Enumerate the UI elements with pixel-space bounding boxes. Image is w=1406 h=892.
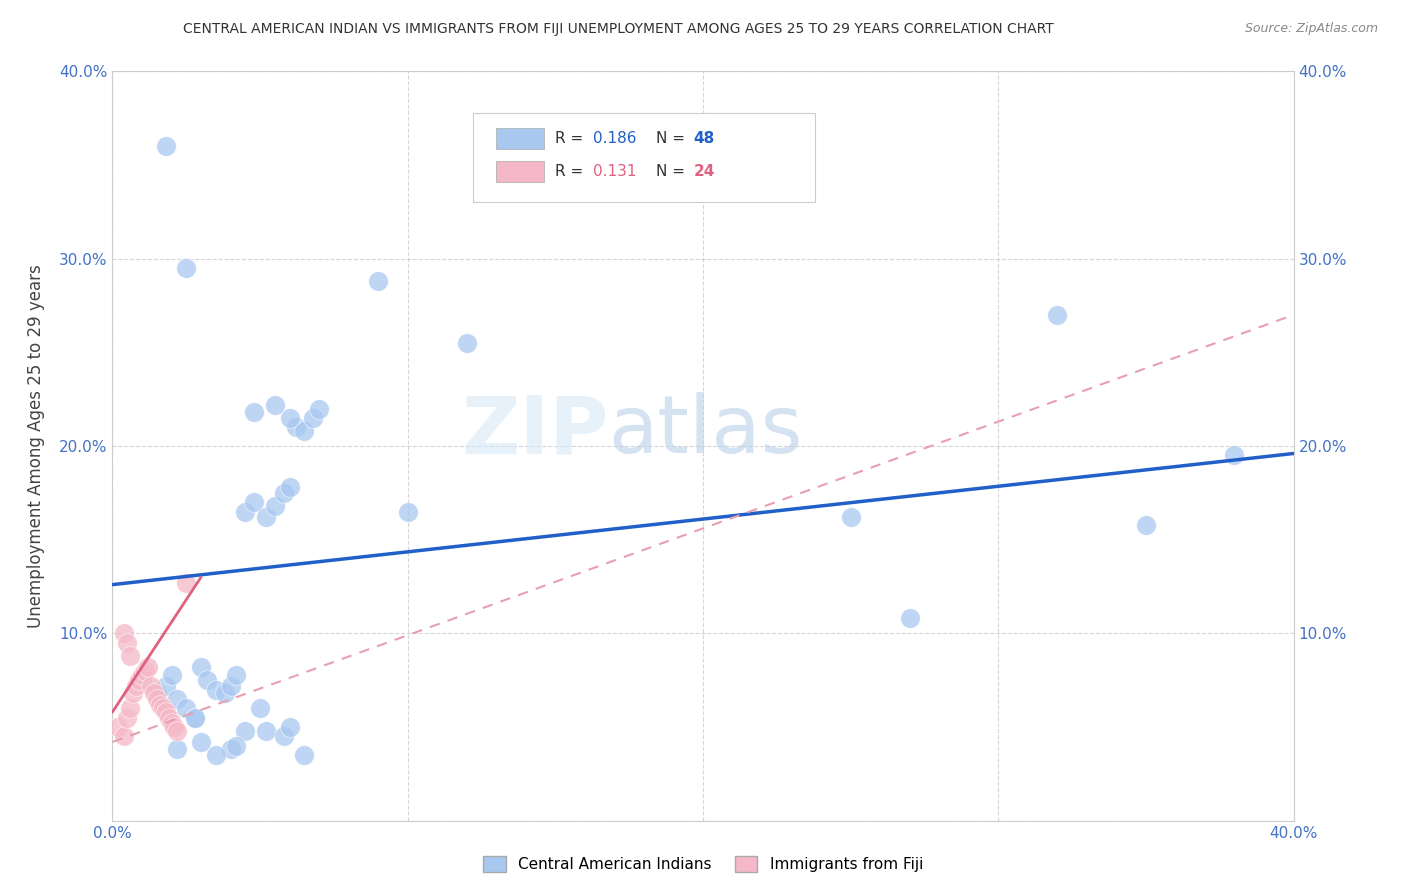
Point	[1046, 308, 1069, 322]
Point	[898, 611, 921, 625]
Point	[166, 742, 188, 756]
Point	[174, 261, 197, 276]
Point	[117, 710, 138, 724]
Point	[146, 692, 169, 706]
Point	[308, 401, 330, 416]
Point	[184, 710, 207, 724]
Point	[155, 679, 177, 693]
Point	[117, 635, 138, 649]
Point	[122, 686, 145, 700]
Point	[1223, 449, 1246, 463]
Point	[278, 411, 301, 425]
Point	[136, 660, 159, 674]
Text: 0.131: 0.131	[593, 163, 637, 178]
Point	[243, 405, 266, 419]
Point	[174, 575, 197, 590]
Text: 0.186: 0.186	[593, 130, 637, 145]
Point	[139, 679, 162, 693]
Point	[174, 701, 197, 715]
Point	[146, 686, 169, 700]
Point	[163, 720, 186, 734]
Point	[273, 486, 295, 500]
Point	[367, 274, 389, 288]
Point	[284, 420, 307, 434]
Point	[214, 686, 236, 700]
Point	[195, 673, 218, 688]
Point	[190, 735, 212, 749]
Point	[157, 710, 180, 724]
Point	[128, 673, 150, 688]
Point	[233, 723, 256, 738]
Point	[112, 730, 135, 744]
Point	[254, 510, 277, 524]
Point	[278, 720, 301, 734]
Point	[107, 720, 129, 734]
Point	[152, 701, 174, 715]
Point	[219, 679, 242, 693]
Point	[112, 626, 135, 640]
Point	[205, 747, 228, 762]
Text: 24: 24	[693, 163, 714, 178]
Point	[160, 667, 183, 681]
Point	[292, 747, 315, 762]
Text: CENTRAL AMERICAN INDIAN VS IMMIGRANTS FROM FIJI UNEMPLOYMENT AMONG AGES 25 TO 29: CENTRAL AMERICAN INDIAN VS IMMIGRANTS FR…	[183, 22, 1054, 37]
Point	[396, 505, 419, 519]
Point	[456, 336, 478, 351]
Point	[155, 139, 177, 153]
Point	[120, 701, 142, 715]
Text: 48: 48	[693, 130, 714, 145]
Text: N =: N =	[655, 130, 689, 145]
Point	[273, 730, 295, 744]
Point	[134, 664, 156, 678]
FancyBboxPatch shape	[496, 128, 544, 149]
Point	[249, 701, 271, 715]
Point	[1135, 517, 1157, 532]
Point	[125, 679, 148, 693]
Point	[302, 411, 325, 425]
Point	[184, 710, 207, 724]
Text: R =: R =	[555, 163, 589, 178]
Point	[142, 686, 165, 700]
Point	[243, 495, 266, 509]
Point	[225, 739, 247, 753]
Text: R =: R =	[555, 130, 589, 145]
Y-axis label: Unemployment Among Ages 25 to 29 years: Unemployment Among Ages 25 to 29 years	[27, 264, 45, 628]
Legend: Central American Indians, Immigrants from Fiji: Central American Indians, Immigrants fro…	[475, 848, 931, 880]
Point	[131, 667, 153, 681]
Point	[839, 510, 862, 524]
Point	[264, 499, 287, 513]
Point	[205, 682, 228, 697]
Point	[278, 480, 301, 494]
Point	[160, 716, 183, 731]
Point	[190, 660, 212, 674]
Text: Source: ZipAtlas.com: Source: ZipAtlas.com	[1244, 22, 1378, 36]
Text: atlas: atlas	[609, 392, 803, 470]
Point	[264, 398, 287, 412]
FancyBboxPatch shape	[496, 161, 544, 181]
Point	[254, 723, 277, 738]
Point	[219, 742, 242, 756]
Text: N =: N =	[655, 163, 689, 178]
Text: ZIP: ZIP	[461, 392, 609, 470]
Point	[131, 673, 153, 688]
Point	[225, 667, 247, 681]
Point	[166, 692, 188, 706]
Point	[149, 698, 172, 712]
Point	[292, 424, 315, 438]
Point	[155, 705, 177, 719]
Point	[166, 723, 188, 738]
FancyBboxPatch shape	[472, 112, 815, 202]
Point	[233, 505, 256, 519]
Point	[120, 648, 142, 663]
